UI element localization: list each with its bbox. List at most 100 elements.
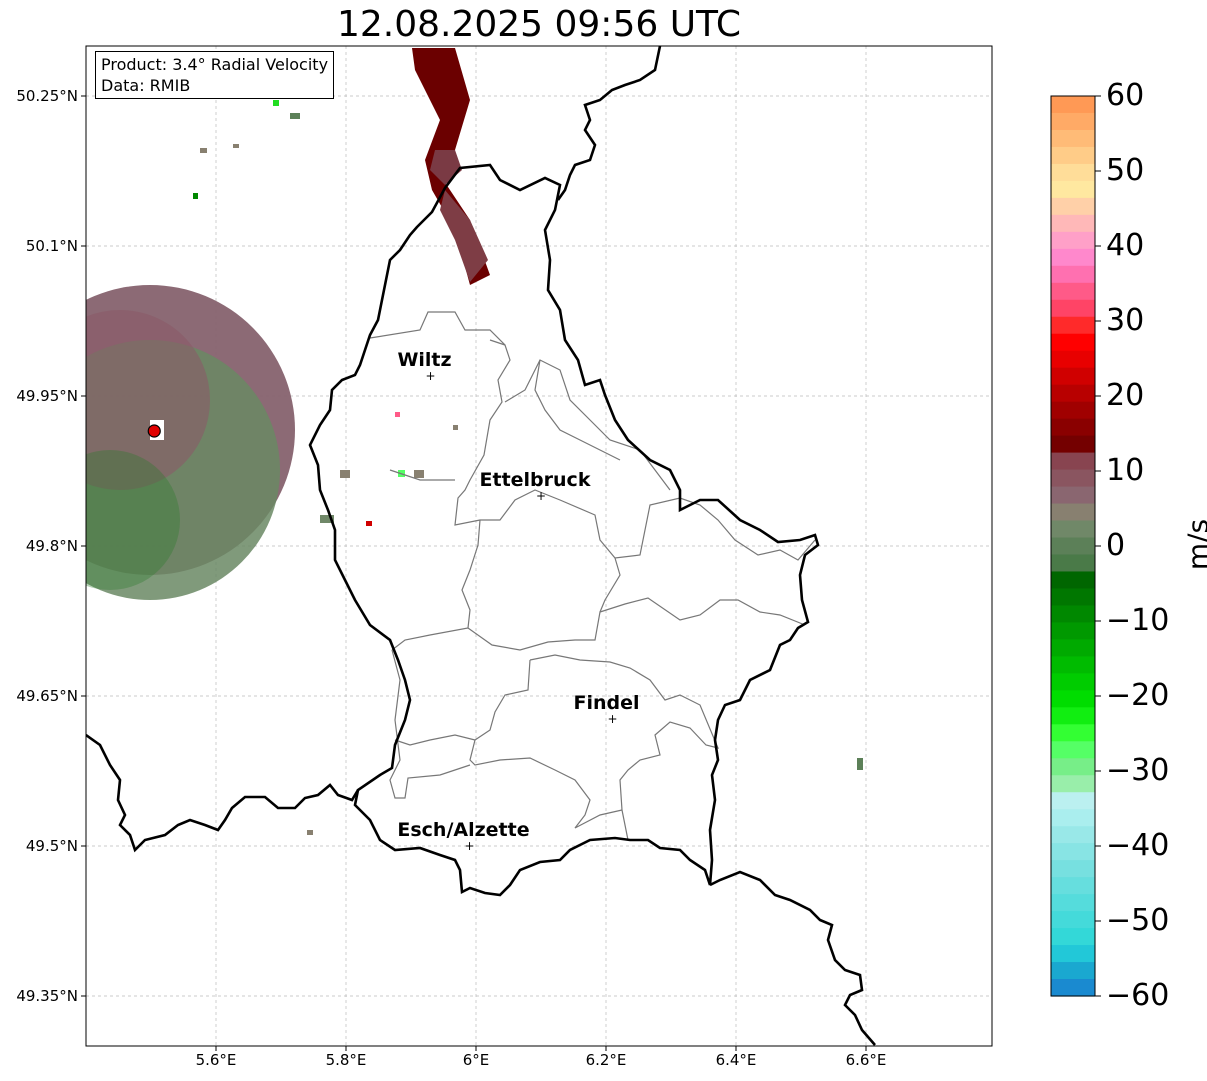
colorbar-unit-label: m/s <box>1181 518 1207 571</box>
colorbar-tick-label: 20 <box>1106 378 1145 413</box>
colorbar-segment <box>1051 894 1095 912</box>
colorbar-segment <box>1051 96 1095 114</box>
radar-site-marker <box>147 424 161 438</box>
canton-borders <box>369 311 816 841</box>
city-labels: +Wiltz+Ettelbruck+Findel+Esch/Alzette <box>397 349 639 853</box>
colorbar-segment <box>1051 486 1095 505</box>
colorbar-segment <box>1051 112 1095 131</box>
y-tick-label: 50.1°N <box>25 237 78 255</box>
country-borders <box>86 46 876 1046</box>
colorbar-segment <box>1051 724 1095 742</box>
radar-echo-specks <box>193 100 863 835</box>
colorbar-tick-label: 0 <box>1106 528 1126 563</box>
colorbar-segment <box>1051 418 1095 437</box>
colorbar-segment <box>1051 469 1095 488</box>
colorbar-tick-label: −20 <box>1106 678 1170 713</box>
colorbar-segment <box>1051 520 1095 539</box>
colorbar-segment <box>1051 367 1095 386</box>
x-tick-label: 5.8°E <box>325 1051 367 1069</box>
colorbar-segment <box>1051 622 1095 640</box>
colorbar-segment <box>1051 146 1095 165</box>
city-label: Ettelbruck <box>480 469 591 491</box>
colorbar-tick-label: 30 <box>1106 303 1145 338</box>
colorbar-segment <box>1051 792 1095 810</box>
axis-ticks <box>81 95 867 1051</box>
colorbar-segment <box>1051 299 1095 318</box>
colorbar-segment <box>1051 809 1095 827</box>
colorbar-segment <box>1051 452 1095 471</box>
colorbar-tick-label: 50 <box>1106 153 1145 188</box>
colorbar-segment <box>1051 197 1095 216</box>
y-tick-label: 49.95°N <box>16 387 78 405</box>
colorbar-segment <box>1051 962 1095 980</box>
colorbar-tick-label: −40 <box>1106 828 1170 863</box>
colorbar-segment <box>1051 282 1095 301</box>
colorbar-segment <box>1051 265 1095 284</box>
colorbar-tick-label: 60 <box>1106 78 1145 113</box>
x-tick-label: 6.2°E <box>585 1051 627 1069</box>
colorbar-segment <box>1051 860 1095 878</box>
x-tick-label: 6°E <box>462 1051 490 1069</box>
colorbar-segment <box>1051 231 1095 250</box>
city-label: Wiltz <box>397 349 451 371</box>
city-marker: + <box>464 839 474 853</box>
colorbar-tick-label: −30 <box>1106 753 1170 788</box>
city-marker: + <box>536 489 546 503</box>
product-info-box: Product: 3.4° Radial Velocity Data: RMIB <box>95 51 335 99</box>
data-source-label: Data: RMIB <box>101 76 191 95</box>
colorbar-segment <box>1051 945 1095 963</box>
colorbar-segment <box>1051 316 1095 335</box>
colorbar-tick-label: −60 <box>1106 978 1170 1013</box>
city-marker: + <box>607 712 617 726</box>
y-tick-label: 49.35°N <box>16 987 78 1005</box>
colorbar-segment <box>1051 401 1095 420</box>
colorbar-segment <box>1051 571 1095 590</box>
city-marker: + <box>425 369 435 383</box>
colorbar-segment <box>1051 180 1095 199</box>
radar-echo-area <box>86 285 295 600</box>
colorbar-segment <box>1051 843 1095 861</box>
y-tick-label: 49.5°N <box>25 837 78 855</box>
x-tick-label: 6.4°E <box>715 1051 757 1069</box>
colorbar-tick-label: −50 <box>1106 903 1170 938</box>
colorbar-segment <box>1051 503 1095 522</box>
colorbar-segment <box>1051 979 1095 997</box>
colorbar-segment <box>1051 554 1095 573</box>
colorbar-segment <box>1051 826 1095 844</box>
product-label: Product: 3.4° Radial Velocity <box>101 55 329 74</box>
colorbar-segment <box>1051 656 1095 674</box>
colorbar-segment <box>1051 928 1095 946</box>
x-tick-label: 6.6°E <box>845 1051 887 1069</box>
colorbar-segment <box>1051 333 1095 352</box>
city-label: Esch/Alzette <box>397 819 529 841</box>
colorbar-segment <box>1051 911 1095 929</box>
colorbar-segment <box>1051 605 1095 624</box>
colorbar-segment <box>1051 214 1095 233</box>
colorbar-segment <box>1051 435 1095 454</box>
colorbar-tick-label: 40 <box>1106 228 1145 263</box>
colorbar-segment <box>1051 690 1095 708</box>
colorbar-segment <box>1051 588 1095 607</box>
colorbar-tick-label: −10 <box>1106 603 1170 638</box>
colorbar-segment <box>1051 248 1095 267</box>
colorbar-segment <box>1051 707 1095 725</box>
colorbar-segment <box>1051 163 1095 182</box>
colorbar-segment <box>1051 384 1095 403</box>
colorbar-segment <box>1051 758 1095 776</box>
map-title: 12.08.2025 09:56 UTC <box>336 4 742 45</box>
colorbar-segment <box>1051 129 1095 148</box>
colorbar-segment <box>1051 537 1095 556</box>
colorbar-tick-label: 10 <box>1106 453 1145 488</box>
colorbar-segment <box>1051 350 1095 369</box>
colorbar-segment <box>1051 877 1095 895</box>
colorbar-segment <box>1051 639 1095 657</box>
colorbar <box>1050 95 1101 997</box>
x-tick-label: 5.6°E <box>195 1051 237 1069</box>
colorbar-segment <box>1051 741 1095 759</box>
y-tick-label: 50.25°N <box>16 87 78 105</box>
y-tick-label: 49.8°N <box>25 537 78 555</box>
colorbar-segment <box>1051 673 1095 691</box>
city-label: Findel <box>573 692 639 714</box>
colorbar-segment <box>1051 775 1095 793</box>
